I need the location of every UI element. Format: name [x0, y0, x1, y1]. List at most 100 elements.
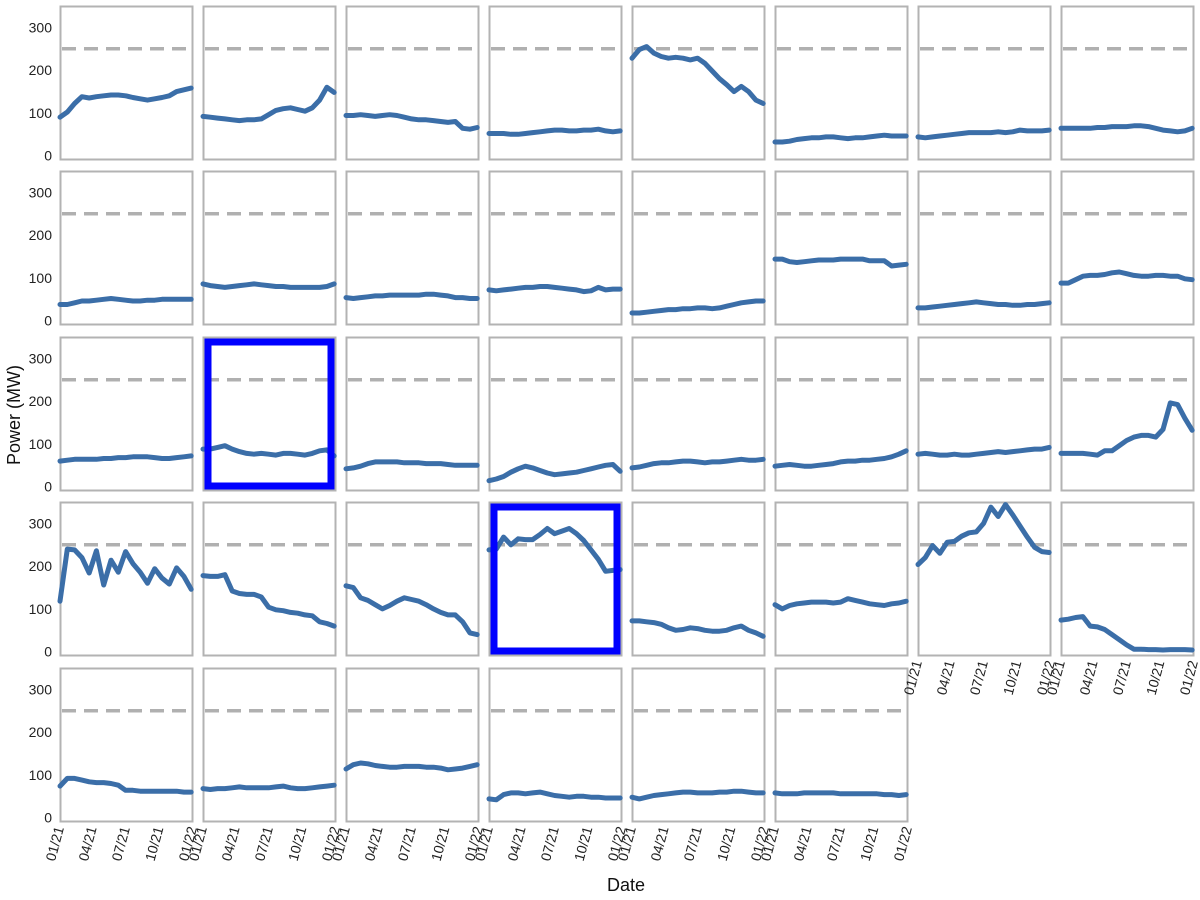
panel [486, 170, 623, 326]
series-line [57, 546, 194, 604]
panel [57, 667, 194, 823]
x-tick-label: 10/21 [428, 824, 453, 862]
series-line [200, 281, 337, 290]
panel-frame [202, 501, 337, 657]
panel-frame [345, 170, 480, 326]
panel [343, 5, 480, 161]
y-tick-label: 100 [29, 105, 53, 121]
panel-frame [59, 5, 194, 161]
panel-frame [59, 667, 194, 823]
panel [629, 501, 766, 657]
series-line [486, 789, 623, 803]
x-tick-label: 04/21 [1076, 658, 1101, 696]
panel-frame [631, 501, 766, 657]
panel-frame [917, 170, 1052, 326]
y-tick-label: 200 [29, 724, 53, 740]
series-line [57, 453, 194, 464]
series-line [915, 299, 1052, 311]
panel-frame [1060, 336, 1195, 492]
panel [772, 667, 909, 823]
y-tick-label: 100 [29, 767, 53, 783]
series-line [57, 775, 194, 795]
x-tick-label: 07/21 [537, 824, 562, 862]
panels-layer [57, 5, 1195, 823]
series-line [343, 760, 480, 773]
x-tick-label: 07/21 [108, 824, 133, 862]
series-line [343, 112, 480, 132]
panel [200, 5, 337, 161]
panel-frame [345, 501, 480, 657]
x-tick-label: 01/21 [900, 658, 925, 696]
panel-frame [774, 501, 909, 657]
panel-frame [1060, 5, 1195, 161]
panel-frame [488, 170, 623, 326]
panel [486, 501, 623, 657]
series-line [486, 526, 623, 574]
series-line [200, 572, 337, 629]
y-tick-label: 300 [29, 19, 53, 35]
series-line [1058, 269, 1195, 286]
y-tick-label: 0 [44, 313, 52, 329]
panel [486, 5, 623, 161]
series-line [200, 84, 337, 124]
panel [57, 501, 194, 657]
panel [915, 336, 1052, 492]
series-line [343, 459, 480, 472]
series-line [772, 596, 909, 612]
x-tick-label: 07/21 [394, 824, 419, 862]
y-tick-label: 300 [29, 515, 53, 531]
x-tick-label: 07/21 [251, 824, 276, 862]
x-tick-label: 07/21 [1109, 658, 1134, 696]
panel-frame [345, 5, 480, 161]
x-tick-label: 04/21 [218, 824, 243, 862]
panel-frame [59, 336, 194, 492]
panel-frame [631, 170, 766, 326]
x-tick-label: 04/21 [790, 824, 815, 862]
y-tick-label: 300 [29, 350, 53, 366]
series-line [486, 462, 623, 484]
series-line [915, 127, 1052, 141]
y-tick-label: 0 [44, 148, 52, 164]
panel [915, 170, 1052, 326]
panel [772, 5, 909, 161]
panel [1058, 170, 1195, 326]
x-tick-label: 04/21 [504, 824, 529, 862]
x-axis-title: Date [607, 875, 645, 895]
x-tick-label: 10/21 [1000, 658, 1025, 696]
panel-frame [774, 170, 909, 326]
series-line [343, 583, 480, 638]
y-tick-label: 100 [29, 601, 53, 617]
panel-frame [202, 5, 337, 161]
y-tick-label: 200 [29, 558, 53, 574]
series-line [629, 788, 766, 802]
y-tick-label: 0 [44, 810, 52, 826]
panel [200, 336, 337, 492]
series-line [629, 44, 766, 106]
panel [1058, 336, 1195, 492]
x-tick-label: 04/21 [647, 824, 672, 862]
panel [629, 5, 766, 161]
panel [57, 5, 194, 161]
x-tick-label: 04/21 [933, 658, 958, 696]
series-line [486, 284, 623, 295]
panel [343, 336, 480, 492]
y-tick-label: 300 [29, 184, 53, 200]
x-tick-label: 10/21 [142, 824, 167, 862]
panel [200, 667, 337, 823]
x-tick-label: 10/21 [571, 824, 596, 862]
panel-frame [202, 170, 337, 326]
series-line [772, 448, 909, 469]
series-line [629, 618, 766, 639]
y-tick-label: 200 [29, 393, 53, 409]
series-line [772, 790, 909, 798]
panel-frame [488, 501, 623, 657]
x-tick-label: 01/22 [890, 824, 915, 862]
panel [915, 5, 1052, 161]
panel-frame [631, 667, 766, 823]
panel [57, 336, 194, 492]
panel [915, 501, 1052, 657]
x-tick-label: 01/22 [1176, 658, 1200, 696]
panel-frame [631, 336, 766, 492]
panel [200, 170, 337, 326]
panel [57, 170, 194, 326]
